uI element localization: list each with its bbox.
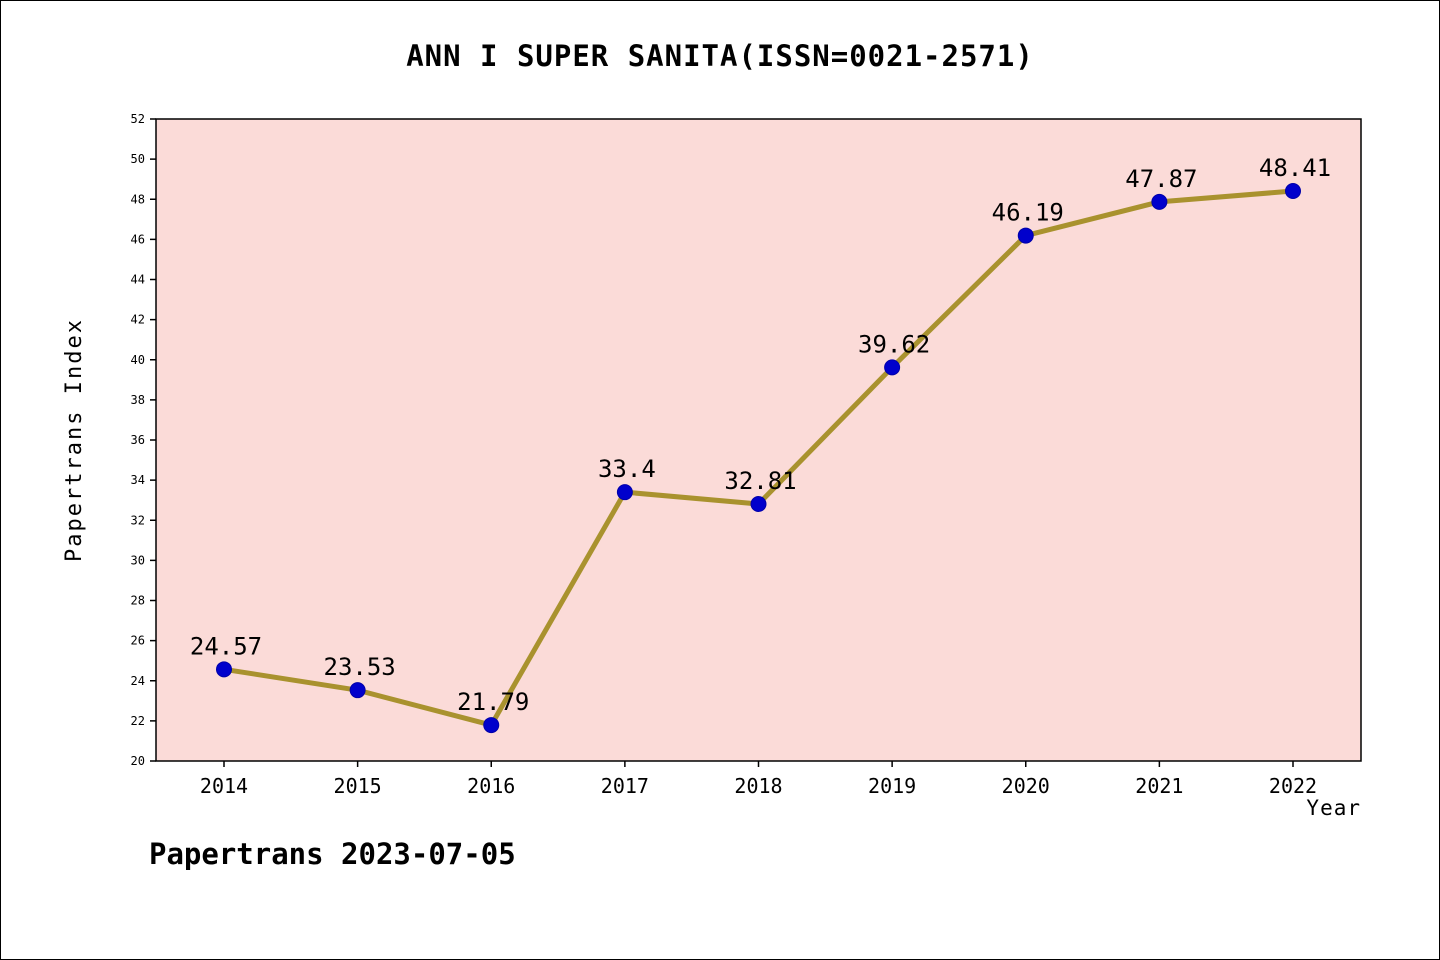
y-tick-label: 42 xyxy=(131,313,145,327)
x-tick-label: 2020 xyxy=(1002,774,1050,798)
data-point-label: 24.57 xyxy=(190,632,262,660)
y-tick-label: 28 xyxy=(131,594,145,608)
y-tick-label: 24 xyxy=(131,674,145,688)
y-tick-label: 22 xyxy=(131,714,145,728)
data-point xyxy=(884,359,901,376)
y-tick-label: 38 xyxy=(131,393,145,407)
y-tick-label: 40 xyxy=(131,353,145,367)
data-point xyxy=(750,495,767,512)
y-tick-label: 26 xyxy=(131,634,145,648)
x-tick-label: 2022 xyxy=(1269,774,1317,798)
footer-watermark: Papertrans 2023-07-05 xyxy=(149,837,516,871)
data-point xyxy=(616,484,633,501)
x-axis-title: Year xyxy=(1306,796,1361,820)
y-tick-label: 32 xyxy=(131,513,145,527)
data-point-label: 33.4 xyxy=(598,455,656,483)
data-point xyxy=(483,717,500,734)
x-tick-label: 2016 xyxy=(467,774,515,798)
y-tick-label: 34 xyxy=(131,473,145,487)
x-tick-label: 2015 xyxy=(334,774,382,798)
data-point-label: 46.19 xyxy=(992,199,1064,227)
data-point xyxy=(1017,227,1034,244)
x-tick-label: 2019 xyxy=(868,774,916,798)
y-tick-label: 36 xyxy=(131,433,145,447)
data-point-label: 47.87 xyxy=(1125,165,1197,193)
data-point-label: 23.53 xyxy=(324,653,396,681)
y-tick-label: 46 xyxy=(131,232,145,246)
data-point-label: 39.62 xyxy=(858,330,930,358)
data-point-label: 48.41 xyxy=(1259,154,1331,182)
x-tick-label: 2014 xyxy=(200,774,248,798)
plot-area xyxy=(155,118,1362,762)
data-point-label: 32.81 xyxy=(724,467,796,495)
y-tick-label: 48 xyxy=(131,192,145,206)
data-point xyxy=(349,682,366,699)
data-point xyxy=(1285,183,1301,200)
chart-title: ANN I SUPER SANITA(ISSN=0021-2571) xyxy=(406,39,1034,73)
y-tick-label: 52 xyxy=(131,112,145,126)
y-axis-title: Papertrans Index xyxy=(62,318,87,562)
data-point-label: 21.79 xyxy=(457,688,529,716)
data-point xyxy=(216,661,232,678)
x-tick-label: 2018 xyxy=(734,774,782,798)
data-point xyxy=(1151,193,1168,210)
y-tick-label: 50 xyxy=(131,152,145,166)
x-tick-label: 2021 xyxy=(1135,774,1183,798)
y-tick-label: 20 xyxy=(131,754,145,768)
y-tick-label: 30 xyxy=(131,553,145,567)
y-tick-label: 44 xyxy=(131,273,145,287)
x-tick-label: 2017 xyxy=(601,774,649,798)
